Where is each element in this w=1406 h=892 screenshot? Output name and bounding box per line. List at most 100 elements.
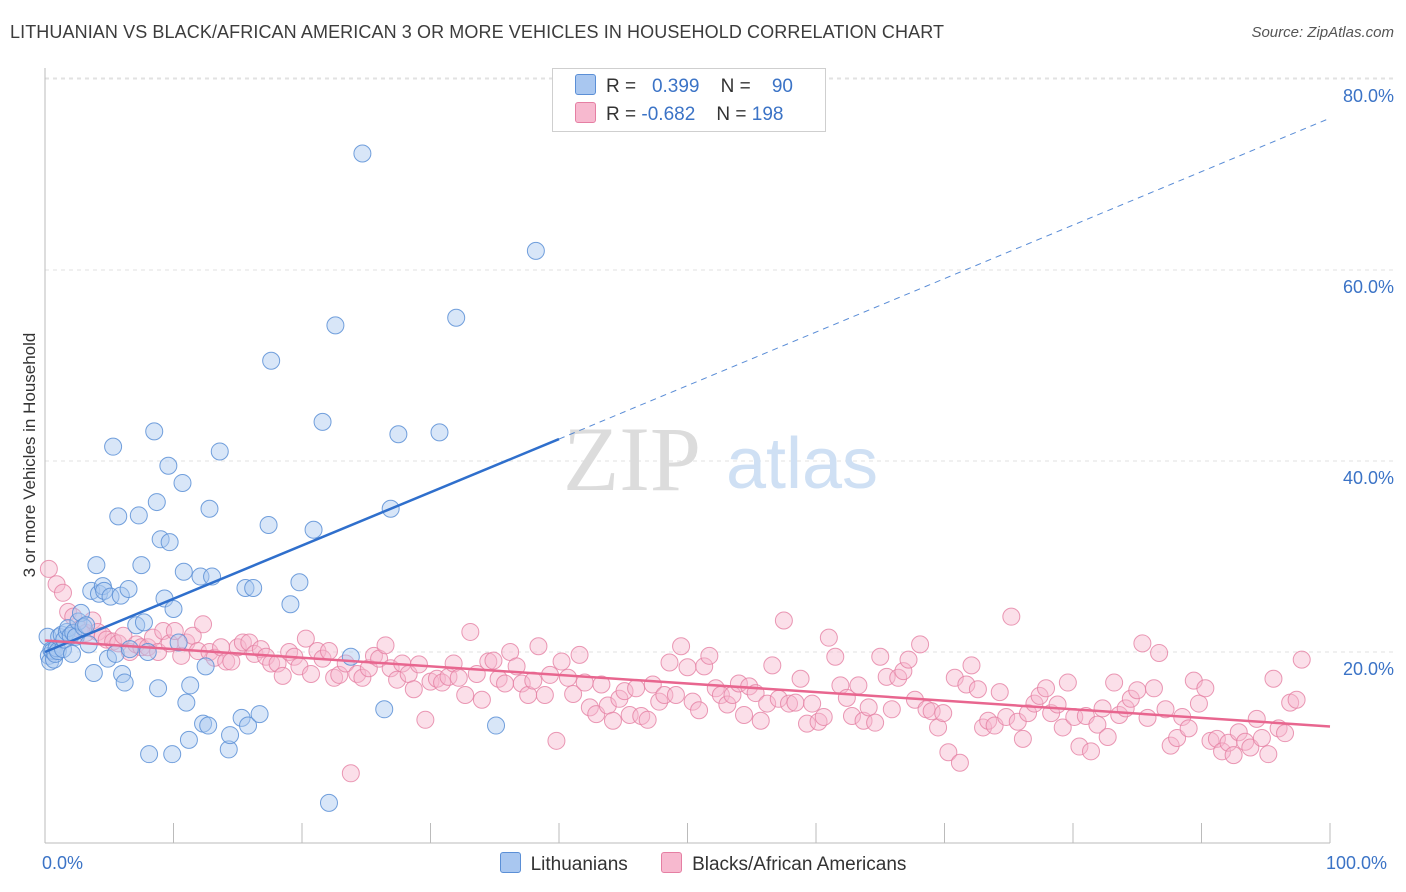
data-point-blacks bbox=[1229, 723, 1248, 742]
data-point-blacks bbox=[592, 675, 611, 694]
data-point-lithuanians bbox=[281, 595, 300, 614]
data-point-lithuanians bbox=[177, 693, 196, 712]
series-blacks-points bbox=[39, 559, 1311, 783]
data-point-blacks bbox=[1053, 718, 1072, 737]
data-point-blacks bbox=[388, 670, 407, 689]
lithuanians-swatch-icon bbox=[575, 74, 596, 95]
r-label: R = bbox=[606, 104, 637, 125]
data-point-blacks bbox=[1189, 694, 1208, 713]
data-point-blacks bbox=[1196, 679, 1215, 698]
data-point-blacks bbox=[968, 680, 987, 699]
data-point-blacks bbox=[849, 676, 868, 695]
data-point-blacks bbox=[695, 657, 714, 676]
data-point-blacks bbox=[1264, 669, 1283, 688]
data-point-blacks bbox=[580, 698, 599, 717]
data-point-blacks bbox=[319, 642, 338, 661]
data-point-blacks bbox=[449, 668, 468, 687]
data-point-blacks bbox=[39, 559, 58, 578]
data-point-blacks bbox=[803, 694, 822, 713]
data-point-blacks bbox=[228, 638, 247, 657]
data-point-lithuanians bbox=[140, 745, 159, 764]
data-point-blacks bbox=[814, 707, 833, 726]
data-point-blacks bbox=[1252, 728, 1271, 747]
data-point-lithuanians bbox=[87, 556, 106, 575]
data-point-lithuanians bbox=[200, 499, 219, 518]
data-point-blacks bbox=[922, 702, 941, 721]
data-point-blacks bbox=[751, 711, 770, 730]
data-point-lithuanians bbox=[389, 425, 408, 444]
data-point-lithuanians bbox=[145, 422, 164, 441]
data-point-blacks bbox=[1161, 736, 1180, 755]
data-point-blacks bbox=[894, 662, 913, 681]
data-point-blacks bbox=[472, 690, 491, 709]
data-point-blacks bbox=[809, 712, 828, 731]
data-point-blacks bbox=[780, 694, 799, 713]
data-point-blacks bbox=[341, 764, 360, 783]
data-point-blacks bbox=[404, 680, 423, 699]
data-point-lithuanians bbox=[179, 730, 198, 749]
data-point-blacks bbox=[1048, 695, 1067, 714]
data-point-lithuanians bbox=[101, 587, 120, 606]
data-point-blacks bbox=[939, 743, 958, 762]
data-point-lithuanians bbox=[196, 657, 215, 676]
data-point-blacks bbox=[1037, 679, 1056, 698]
data-point-blacks bbox=[962, 656, 981, 675]
data-point-lithuanians bbox=[313, 412, 332, 431]
legend-label: Blacks/African Americans bbox=[692, 854, 907, 875]
data-point-blacks bbox=[819, 628, 838, 647]
data-point-blacks bbox=[638, 710, 657, 729]
axes bbox=[44, 68, 1331, 844]
data-point-blacks bbox=[376, 636, 395, 655]
data-point-lithuanians bbox=[353, 144, 372, 163]
data-point-blacks bbox=[1070, 737, 1089, 756]
watermark-atlas: atlas bbox=[726, 424, 878, 504]
data-point-lithuanians bbox=[104, 437, 123, 456]
data-point-blacks bbox=[603, 711, 622, 730]
source-label: Source: ZipAtlas.com bbox=[1251, 24, 1394, 41]
data-point-lithuanians bbox=[236, 579, 255, 598]
data-point-blacks bbox=[627, 679, 646, 698]
data-point-blacks bbox=[1110, 706, 1129, 725]
data-point-lithuanians bbox=[290, 573, 309, 592]
data-point-lithuanians bbox=[232, 708, 251, 727]
data-point-lithuanians bbox=[164, 600, 183, 619]
n-value: 90 bbox=[771, 76, 793, 97]
data-point-lithuanians bbox=[163, 745, 182, 764]
data-point-blacks bbox=[456, 685, 475, 704]
data-point-blacks bbox=[718, 695, 737, 714]
data-point-blacks bbox=[564, 685, 583, 704]
data-point-lithuanians bbox=[430, 423, 449, 442]
data-point-blacks bbox=[871, 647, 890, 666]
y-axis-label: 3 or more Vehicles in Household bbox=[20, 332, 39, 578]
legend-item-blacks[interactable]: Blacks/African Americans bbox=[661, 852, 906, 876]
data-point-blacks bbox=[1156, 700, 1175, 719]
data-point-lithuanians bbox=[160, 533, 179, 552]
data-point-blacks bbox=[1247, 709, 1266, 728]
data-point-blacks bbox=[911, 635, 930, 654]
legend-label: Lithuanians bbox=[530, 854, 628, 875]
data-point-lithuanians bbox=[119, 579, 138, 598]
trend-line-blacks bbox=[44, 639, 1331, 728]
data-point-blacks bbox=[1276, 724, 1295, 743]
data-point-blacks bbox=[529, 637, 548, 656]
data-point-blacks bbox=[1105, 673, 1124, 692]
data-point-blacks bbox=[1133, 634, 1152, 653]
data-point-blacks bbox=[484, 651, 503, 670]
data-point-blacks bbox=[353, 668, 372, 687]
data-point-blacks bbox=[979, 711, 998, 730]
legend-item-lithuanians[interactable]: Lithuanians bbox=[499, 852, 628, 876]
legend: Lithuanians Blacks/African Americans bbox=[0, 852, 1406, 876]
data-point-blacks bbox=[1093, 699, 1112, 718]
data-point-lithuanians bbox=[375, 700, 394, 719]
x-tick-label: 0.0% bbox=[42, 853, 84, 873]
watermark-zip: ZIP bbox=[563, 408, 701, 510]
data-point-lithuanians bbox=[199, 716, 218, 735]
data-point-blacks bbox=[1287, 690, 1306, 709]
y-tick-label: 80.0% bbox=[1342, 86, 1394, 106]
data-point-lithuanians bbox=[304, 520, 323, 539]
data-point-blacks bbox=[859, 698, 878, 717]
data-point-blacks bbox=[672, 637, 691, 656]
data-point-blacks bbox=[990, 683, 1009, 702]
trend-lines bbox=[44, 117, 1331, 728]
trend-line-lithuanians bbox=[44, 437, 560, 654]
